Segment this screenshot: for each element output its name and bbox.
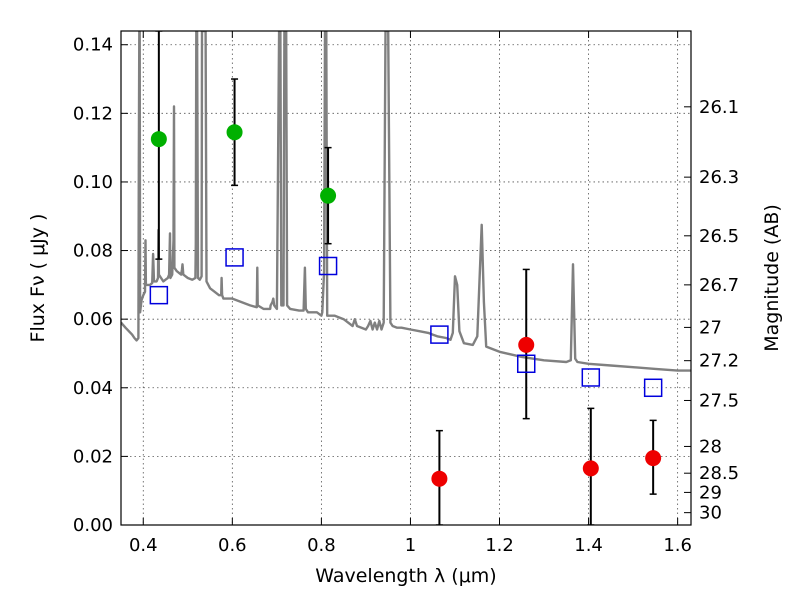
mag-tick-label: 27.5 [699, 390, 739, 411]
model-square-marker [581, 368, 601, 387]
y-tick-label: 0.04 [73, 378, 113, 399]
mag-tick-label: 28.5 [699, 463, 739, 484]
mag-tick-label: 28 [699, 436, 722, 457]
y-tick-label: 0.12 [73, 103, 113, 124]
model-square-marker [318, 256, 338, 276]
marker-layer [149, 124, 663, 487]
photometry-point [645, 450, 662, 467]
y-tick-label: 0.02 [73, 446, 113, 467]
mag-tick-label: 26.3 [699, 167, 739, 188]
x-tick-label: 0.4 [129, 535, 158, 556]
y-tick-label: 0.08 [73, 241, 113, 262]
x-tick-label: 0.6 [218, 535, 247, 556]
mag-tick-label: 27 [699, 317, 722, 338]
mag-tick-label: 26.1 [699, 97, 739, 118]
mag-tick-label: 27.2 [699, 351, 739, 372]
model-square-marker [225, 248, 244, 267]
y-tick-label: 0.14 [73, 35, 113, 56]
y-axis-title: Flux Fν ( μJy ) [27, 214, 49, 343]
spectrum-layer [121, 31, 691, 372]
spectrum-line [121, 31, 691, 372]
model-square-marker [430, 325, 449, 344]
grid [121, 31, 691, 526]
right-axis-title: Magnitude (AB) [761, 204, 783, 352]
mag-tick-label: 30 [699, 503, 722, 524]
x-axis-title: Wavelength λ (μm) [315, 565, 496, 587]
x-tick-label: 1 [405, 535, 416, 556]
photometry-point [582, 460, 599, 477]
x-tick-label: 1.2 [485, 535, 514, 556]
photometry-point [150, 131, 167, 148]
y-tick-label: 0.10 [73, 172, 113, 193]
y-tick-label: 0.06 [73, 309, 113, 330]
x-tick-label: 1.4 [574, 535, 603, 556]
tick-layer: 0.4 0.6 0.8 1 1.2 1.4 1.6 0.00 0.02 0.04 0.06 0.08 0… [73, 31, 739, 556]
model-square-marker [149, 285, 169, 305]
photometry-point [320, 187, 337, 204]
photometry-point [226, 124, 243, 141]
plot-frame [120, 30, 692, 526]
photometry-point [431, 470, 448, 487]
x-tick-label: 1.6 [663, 535, 692, 556]
y-tick-label: 0.00 [73, 515, 113, 536]
x-tick-label: 0.8 [307, 535, 336, 556]
mag-tick-label: 29 [699, 482, 722, 503]
mag-tick-label: 26.7 [699, 275, 739, 296]
mag-tick-label: 26.5 [699, 226, 739, 247]
model-square-marker [643, 378, 663, 398]
model-square-marker [516, 354, 536, 374]
photometry-point [518, 336, 535, 353]
